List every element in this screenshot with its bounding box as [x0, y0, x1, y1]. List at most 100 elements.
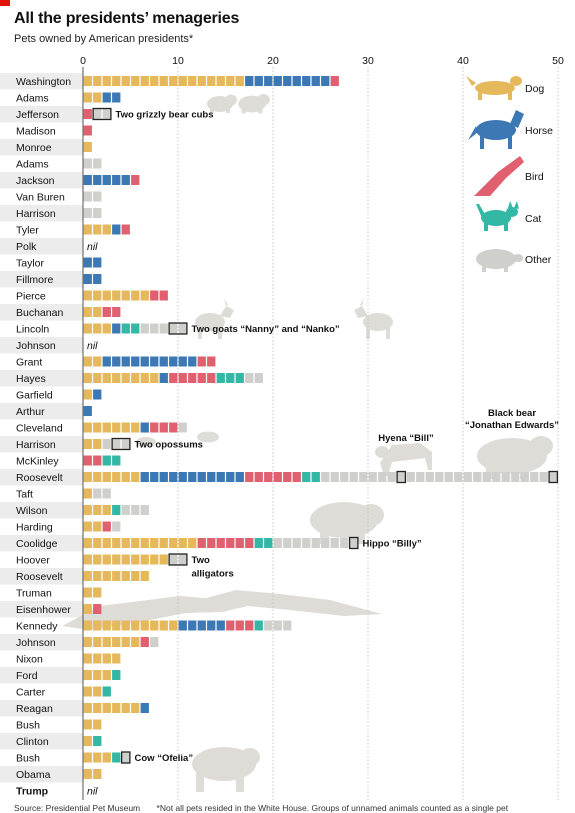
highlight-box [168, 553, 188, 566]
annotation-label: Black bear [488, 408, 536, 419]
pet-unit-bird [197, 538, 206, 548]
pet-unit-cat [235, 373, 244, 383]
pet-unit-horse [292, 76, 301, 86]
pet-unit-dog [112, 653, 121, 664]
pet-unit-dog [140, 620, 149, 631]
highlight-box [120, 751, 131, 764]
president-label: Carter [16, 687, 46, 699]
pet-unit-horse [121, 175, 130, 185]
president-label: Fillmore [16, 274, 53, 286]
pet-unit-other [549, 472, 558, 482]
pet-unit-other [368, 472, 377, 482]
pet-unit-horse [159, 356, 168, 367]
pet-unit-cat [112, 670, 121, 680]
pet-unit-dog [226, 76, 235, 86]
pet-unit-other [501, 472, 510, 482]
pet-unit-dog [150, 373, 159, 383]
pet-unit-other [150, 637, 159, 647]
pet-unit-horse [178, 472, 187, 482]
pet-unit-dog [83, 323, 92, 334]
row-band [0, 106, 83, 123]
pet-unit-horse [121, 356, 130, 367]
pet-unit-other [283, 620, 292, 631]
president-label: Buchanan [16, 307, 63, 319]
pet-unit-dog [93, 521, 102, 532]
pet-unit-dog [93, 620, 102, 631]
pet-unit-dog [102, 422, 111, 433]
row-band [0, 733, 83, 750]
pet-unit-dog [102, 752, 111, 763]
hippo-leg [356, 530, 365, 544]
pet-unit-other [93, 208, 102, 218]
pet-unit-dog [102, 670, 111, 680]
x-tick-label: 30 [362, 55, 374, 67]
pet-unit-dog [121, 620, 130, 631]
pet-unit-dog [178, 76, 187, 86]
pet-unit-other [112, 439, 121, 449]
president-label: Nixon [16, 654, 43, 666]
pet-unit-horse [226, 472, 235, 482]
cow-leg [236, 770, 244, 792]
president-label: Cleveland [16, 423, 63, 435]
pet-unit-horse [188, 472, 197, 482]
pet-unit-other [93, 109, 102, 119]
pet-unit-bird [226, 620, 235, 631]
pet-unit-other [159, 323, 168, 334]
pet-unit-other [102, 488, 111, 499]
row-band [0, 370, 83, 387]
president-label: Garfield [16, 390, 53, 402]
pet-unit-dog [140, 373, 149, 383]
pet-unit-dog [121, 290, 130, 301]
pet-unit-bird [245, 538, 254, 548]
pet-unit-horse [112, 356, 121, 367]
pet-unit-horse [207, 472, 216, 482]
row-band [0, 271, 83, 288]
pet-unit-dog [131, 571, 140, 581]
pet-unit-bird [283, 472, 292, 482]
dog-icon-head [510, 76, 522, 86]
pet-unit-bird [197, 373, 206, 383]
pet-unit-bird [292, 472, 301, 482]
x-tick-label: 10 [172, 55, 184, 67]
x-tick-label: 40 [457, 55, 469, 67]
pet-unit-dog [93, 92, 102, 103]
dog-icon-tail [466, 76, 476, 86]
pet-unit-other [264, 620, 273, 631]
pet-unit-horse [83, 175, 92, 185]
horse-icon-neck [510, 110, 524, 128]
president-label: Pierce [16, 291, 46, 303]
pet-unit-bird [235, 538, 244, 548]
pet-unit-other [492, 472, 501, 482]
pet-unit-dog [93, 670, 102, 680]
pet-unit-horse [159, 472, 168, 482]
pet-unit-horse [102, 356, 111, 367]
pet-unit-dog [83, 703, 92, 713]
pet-unit-dog [93, 571, 102, 581]
pet-unit-dog [112, 76, 121, 86]
pet-unit-dog [112, 538, 121, 548]
pet-unit-cat [226, 373, 235, 383]
pet-unit-dog [169, 620, 178, 631]
hyena-silhouette [380, 443, 432, 476]
pet-unit-other [121, 752, 130, 763]
nil-label: nil [87, 786, 98, 798]
pet-unit-dog [197, 76, 206, 86]
pet-unit-dog [121, 554, 130, 565]
president-label: Bush [16, 720, 40, 732]
pet-unit-dog [235, 76, 244, 86]
pet-unit-other [178, 554, 187, 565]
pet-unit-other [406, 472, 415, 482]
pet-unit-horse [188, 620, 197, 631]
pet-unit-dog [102, 571, 111, 581]
row-band [0, 172, 83, 189]
pig-icon-leg [482, 264, 486, 272]
pet-unit-dog [159, 538, 168, 548]
pet-unit-dog [93, 686, 102, 697]
pet-unit-other [140, 505, 149, 515]
row-band [0, 766, 83, 783]
pet-unit-horse [207, 620, 216, 631]
pet-unit-horse [83, 406, 92, 416]
president-label: Madison [16, 126, 56, 138]
cat-icon-leg [504, 222, 508, 231]
president-label: Bush [16, 753, 40, 765]
